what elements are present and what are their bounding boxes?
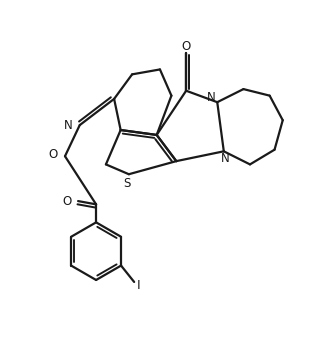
Text: N: N (221, 152, 230, 165)
Text: O: O (62, 195, 72, 208)
Text: I: I (136, 279, 140, 293)
Text: N: N (64, 119, 73, 132)
Text: O: O (181, 40, 191, 53)
Text: S: S (124, 177, 131, 190)
Text: N: N (207, 91, 216, 104)
Text: O: O (49, 148, 58, 161)
